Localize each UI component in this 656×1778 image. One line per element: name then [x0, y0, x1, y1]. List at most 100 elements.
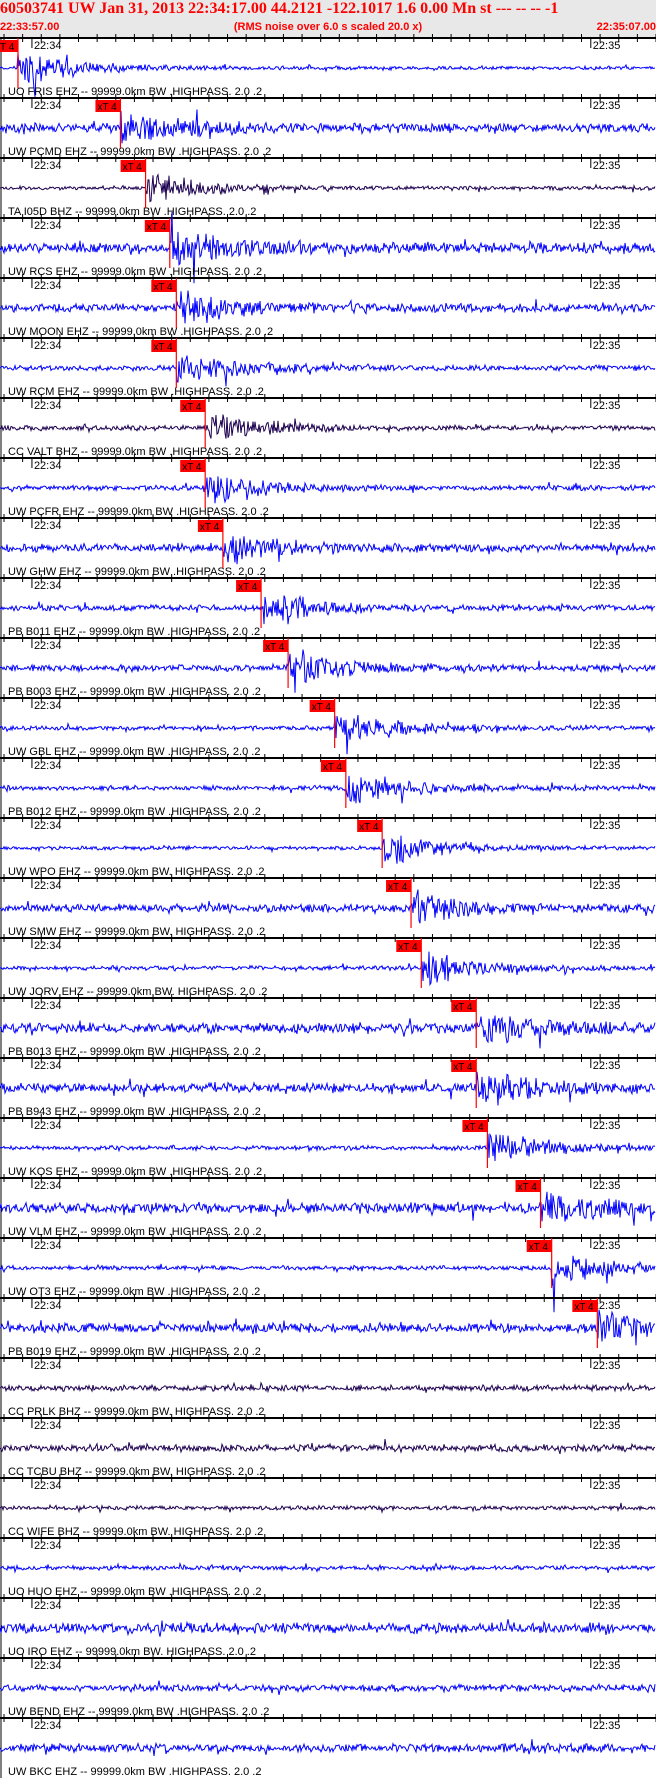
pick-flag [309, 700, 335, 712]
trace-panel: 22:34 22:35 UO HUO EHZ -- 99999.0km BW .HI… [0, 1534, 656, 1598]
pick-label: xT 4 [153, 282, 173, 293]
tick-label: 22:34 [34, 1720, 62, 1732]
waveform [0, 1561, 656, 1574]
start-time: 22:33:57.00 [0, 21, 60, 33]
pick-flag [144, 220, 170, 232]
trace-panel: 22:34 22:35 UO FRIS EHZ -- 99999.0km BW .H… [0, 34, 656, 98]
pick-label: xT 4 [323, 762, 343, 773]
pick-label: xT 4 [388, 882, 408, 893]
waveform [0, 1502, 656, 1514]
tick-label: 22:34 [34, 1600, 62, 1612]
trace-panel: 22:34 22:35 UW MOON EHZ -- 99999.0km BW .H… [0, 274, 656, 338]
tick-label: 22:34 [34, 580, 62, 592]
waveform [0, 1015, 656, 1049]
pick-label: xT 4 [518, 1182, 538, 1193]
tick-label: 22:35 [593, 940, 621, 952]
trace-panel: 22:34 22:35 UW OT3 EHZ -- 99999.0km BW .HI… [0, 1234, 656, 1313]
tick-label: 22:35 [593, 700, 621, 712]
waveform [0, 714, 656, 755]
tick-label: 22:35 [593, 1000, 621, 1012]
waveform [0, 1381, 656, 1394]
trace-panel: 22:34 22:35 CC PRLK BHZ -- 99999.0km BW. H… [0, 1354, 656, 1418]
pick-label: xT 4 [153, 342, 173, 353]
tick-label: 22:34 [34, 1000, 62, 1012]
trace-label: UO IRO EHZ -- 99999.0km BW. HIGHPASS. 2.… [8, 1646, 256, 1658]
trace-label: CC PRLK BHZ -- 99999.0km BW. HIGHPASS. 2… [8, 1406, 265, 1418]
trace-label: PB B003 EHZ -- 99999.0km BW .HIGHPASS. 2… [8, 686, 261, 698]
pick-flag [120, 160, 146, 172]
tick-label: 22:34 [34, 760, 62, 772]
tick-label: 22:34 [34, 940, 62, 952]
pick-flag [95, 100, 121, 112]
trace-label: UW WPO EHZ -- 99999.0km BW. HIGHPASS. 2.… [8, 866, 265, 878]
tick-label: 22:35 [593, 760, 621, 772]
trace-panel: 22:34 22:35 UW GHW EHZ -- 99999.0km BW .HI… [0, 514, 656, 578]
tick-label: 22:34 [34, 1060, 62, 1072]
waveform [0, 476, 656, 504]
tick-label: 22:34 [34, 100, 62, 112]
tick-label: 22:35 [593, 1120, 621, 1132]
trace-panel: 22:34 22:35 CC TCBU BHZ -- 99999.0km BW. H… [0, 1414, 656, 1478]
tick-label: 22:35 [593, 100, 621, 112]
tick-label: 22:35 [593, 280, 621, 292]
pick-flag [236, 580, 262, 592]
trace-panel: 22:34 22:35 UO IRO EHZ -- 99999.0km BW. HI… [0, 1594, 656, 1658]
tick-label: 22:34 [34, 1300, 62, 1312]
rms-note: (RMS noise over 6.0 s scaled 20.0 x) [233, 21, 423, 33]
waveform [0, 1619, 656, 1637]
trace-label: UW BEND EHZ -- 99999.0km BW .HIGHPASS. 2… [8, 1706, 269, 1718]
waveform [0, 1071, 656, 1106]
trace-label: UW GHW EHZ -- 99999.0km BW .HIGHPASS. 2.… [8, 566, 266, 578]
tick-label: 22:35 [593, 1600, 621, 1612]
trace-panel: 22:34 22:35 PB B003 EHZ -- 99999.0km BW .H… [0, 634, 656, 698]
trace-label: PB B943 EHZ -- 99999.0km BW .HIGHPASS. 2… [8, 1106, 261, 1118]
tick-label: 22:34 [34, 1120, 62, 1132]
end-time: 22:35:07.00 [596, 21, 656, 33]
trace-panel: 22:34 22:35 UW JORV EHZ -- 99999.0km BW. H… [0, 934, 656, 998]
waveform [0, 1255, 656, 1313]
trace-label: UW SMW EHZ -- 99999.0km BW. HIGHPASS. 2.… [8, 926, 265, 938]
tick-label: 22:34 [34, 220, 62, 232]
tick-label: 22:35 [593, 1360, 621, 1372]
trace-panel: 22:34 22:35 UW RCM EHZ -- 99999.0km BW .HI… [0, 334, 656, 398]
header: 60503741 UW Jan 31, 2013 22:34:17.00 44.… [0, 0, 656, 37]
pick-flag [151, 280, 177, 292]
pick-flag [451, 1000, 477, 1012]
trace-panel: 22:34 22:35 PB B013 EHZ -- 99999.0km BW .H… [0, 994, 656, 1058]
trace-label: PB B012 EHZ -- 99999.0km BW .HIGHPASS. 2… [8, 806, 261, 818]
trace-label: UW GBL EHZ -- 99999.0km BW .HIGHPASS. 2.… [8, 746, 260, 758]
waveform [0, 211, 656, 284]
pick-label: xT 4 [453, 1062, 473, 1073]
tick-label: 22:34 [34, 880, 62, 892]
waveform [0, 951, 656, 987]
tick-label: 22:34 [34, 1420, 62, 1432]
pick-flag [526, 1240, 552, 1252]
trace-panel: 22:34 22:35 CC WIFE BHZ -- 99999.0km BW. H… [0, 1474, 656, 1538]
pick-flag [263, 640, 289, 652]
pick-label: xT 4 [147, 222, 167, 233]
tick-label: 22:34 [34, 1180, 62, 1192]
waveform [0, 775, 656, 804]
pick-label: xT 4 [574, 1302, 594, 1313]
pick-label: xT 4 [359, 822, 379, 833]
trace-label: UW PCMD EHZ -- 99999.0km BW .HIGHPASS. 2… [8, 146, 271, 158]
tick-label: 22:35 [593, 640, 621, 652]
waveform [0, 594, 656, 625]
trace-panel: 22:34 22:35 PB B012 EHZ -- 99999.0km BW .H… [0, 754, 656, 818]
tick-label: 22:34 [34, 820, 62, 832]
tick-label: 22:35 [593, 160, 621, 172]
pick-flag [180, 460, 206, 472]
tick-label: 22:35 [593, 1420, 621, 1432]
trace-label: UW RCM EHZ -- 99999.0km BW .HIGHPASS. 2.… [8, 386, 264, 398]
trace-label: TA I05D BHZ -- 99999.0km BW .HIGHPASS. 2… [8, 206, 256, 218]
tick-label: 22:35 [593, 1180, 621, 1192]
tick-label: 22:35 [593, 880, 621, 892]
tick-label: 22:34 [34, 1480, 62, 1492]
trace-panel: 22:34 22:35 TA I05D BHZ -- 99999.0km BW .H… [0, 154, 656, 218]
waveform [0, 1439, 656, 1455]
tick-label: 22:35 [593, 340, 621, 352]
pick-flag [197, 520, 223, 532]
pick-label: xT 4 [182, 462, 202, 473]
tick-label: 22:35 [593, 820, 621, 832]
trace-panel: 22:34 22:35 UW GBL EHZ -- 99999.0km BW .HI… [0, 694, 656, 758]
